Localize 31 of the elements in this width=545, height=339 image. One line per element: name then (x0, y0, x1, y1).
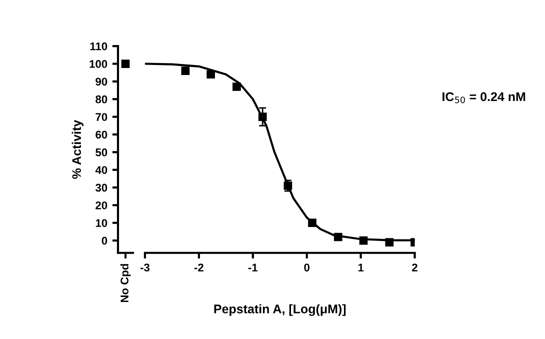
y-axis-title: % Activity (72, 120, 84, 179)
y-tick-label: 20 (96, 201, 108, 210)
point (385, 238, 394, 246)
point (334, 232, 342, 242)
point (206, 70, 215, 79)
y-tick-label: 80 (96, 95, 108, 104)
y-tick-label: 90 (96, 78, 108, 86)
y-tick-label: 0 (102, 236, 108, 245)
point (181, 66, 190, 76)
point (284, 182, 292, 190)
y-tick-label: 70 (96, 113, 108, 121)
x-tick-label: No Cpd (120, 264, 131, 302)
y-tick-label: 10 (96, 219, 108, 227)
point (258, 112, 267, 121)
point (359, 236, 368, 245)
x-tick-label: -3 (140, 264, 150, 272)
y-tick-label: 50 (96, 148, 108, 156)
x-tick-label: 2 (412, 264, 418, 272)
x-axis-title: Pepstatin A, [Log(μM)] (214, 304, 346, 316)
y-tick-label: 110 (90, 42, 108, 50)
y-tick-label: 100 (90, 60, 108, 68)
x-tick-label: -2 (194, 264, 204, 272)
x-tick-label: -1 (248, 264, 258, 272)
y-tick-label: 30 (95, 184, 108, 192)
point (308, 218, 316, 228)
y-tick-label: 40 (95, 166, 108, 174)
x-tick-label: 0 (304, 264, 310, 272)
text: IC$_{50}$ = 0.24 nM (442, 92, 526, 104)
y-tick-label: 60 (96, 130, 108, 139)
point (232, 82, 241, 91)
x-tick-label: 1 (358, 264, 364, 272)
